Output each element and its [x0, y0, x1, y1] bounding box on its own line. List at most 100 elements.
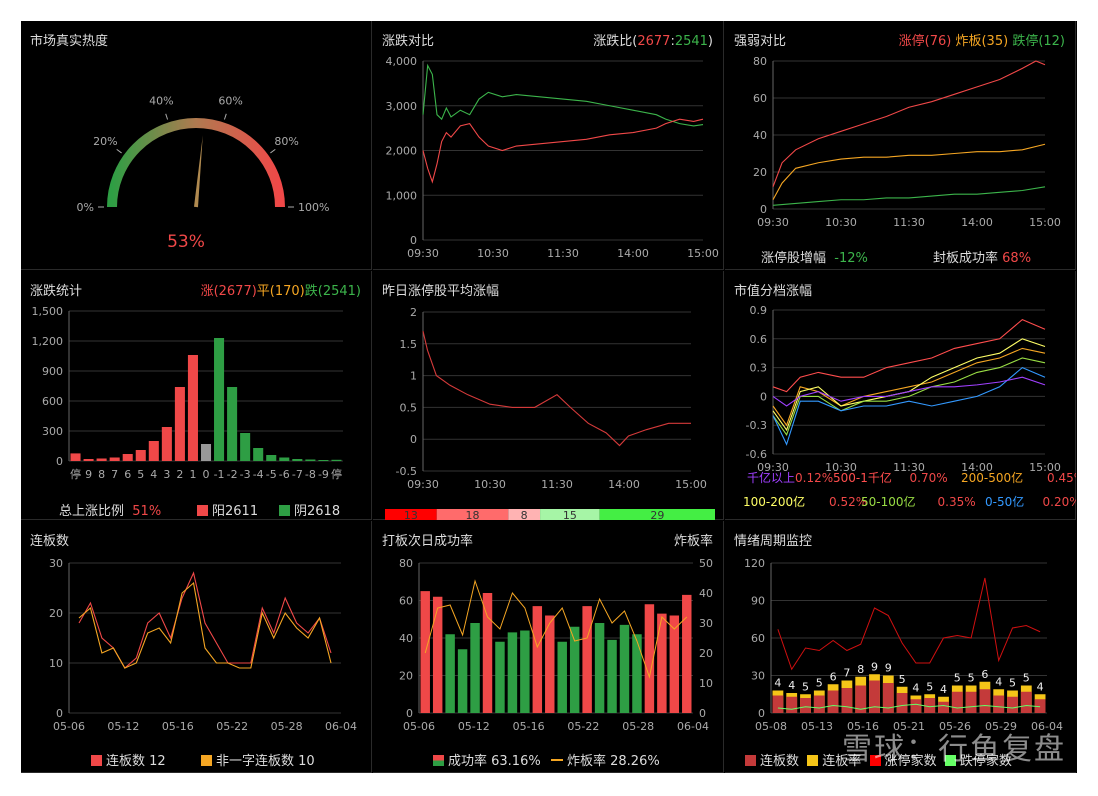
x-tick-label: 11:30 [547, 247, 579, 260]
gauge-needle [194, 135, 203, 208]
y-tick-label: 0 [56, 455, 63, 468]
cycle-line-up [777, 577, 1041, 671]
y-tick-label: 0 [56, 707, 63, 720]
updown-series-1 [422, 118, 704, 184]
updown-panel: 涨跌对比 涨跌比(2677:2541) 0 1,000 2,000 3,000 4,00… [373, 21, 724, 270]
x-tick-label: 05-29 [985, 720, 1017, 733]
stats-category: 1 [189, 468, 196, 481]
cycle-bar-label: 5 [1023, 672, 1030, 685]
cycle-bar [869, 680, 880, 713]
cycle-bar [786, 696, 798, 713]
updown-ratio: 涨跌比(2677:2541) [593, 34, 713, 49]
stats-bar [70, 453, 81, 461]
y-tick-label: 0 [410, 234, 417, 247]
x-tick-label: 10:30 [474, 478, 506, 491]
cycle-bar [841, 688, 853, 713]
strength-title: 强弱对比 [734, 34, 787, 49]
cycle-bar-label: 5 [1009, 677, 1016, 690]
board-bar [557, 641, 567, 713]
cycle-bar-label: 4 [912, 682, 919, 695]
y-tick-label: 0.3 [750, 362, 768, 375]
board-bar [445, 634, 455, 713]
stats-category: 0 [203, 468, 210, 481]
cycle-bar-label: 4 [788, 679, 795, 692]
cycle-bar-label: 4 [940, 683, 947, 696]
cap-panel: 市值分档涨幅 -0.6 -0.3 0 0.3 0.6 0.9 09:30 10:30 11:30… [725, 271, 1076, 520]
y-tick-label: 90 [751, 595, 765, 608]
board-line [424, 579, 688, 679]
board-bar [632, 634, 642, 713]
x-tick-label: 11:30 [541, 478, 573, 491]
stats-legend: 涨(2677)平(170)跌(2541) [200, 284, 361, 299]
cap-series-0 [772, 318, 1046, 393]
board-bar [507, 632, 518, 713]
x-tick-label: 09:30 [407, 478, 439, 491]
stats-bar [240, 433, 251, 461]
stats-bar [214, 338, 225, 461]
stats-category: 9 [85, 468, 92, 481]
y-tick-label: 40 [399, 632, 413, 645]
y-tick-label: 20 [399, 670, 413, 683]
y-tick-label: 2 [410, 306, 417, 319]
y-tick-label: 30 [49, 557, 63, 570]
cap-legend-label: 500-1千亿 [833, 470, 892, 485]
stats-bar [122, 454, 133, 461]
x-tick-label: 05-28 [271, 720, 303, 733]
stats-bar [109, 457, 120, 461]
y-tick-label: 600 [42, 395, 63, 408]
stats-bar [96, 458, 107, 461]
y-tick-label: 300 [42, 425, 63, 438]
cap-legend-value: 0.70% [910, 471, 948, 485]
x-tick-label: 06-04 [325, 720, 357, 733]
cycle-bar [1020, 691, 1032, 713]
x-tick-label: 05-06 [53, 720, 85, 733]
cap-legend-label: 200-500亿 [961, 470, 1023, 485]
strength-panel: 强弱对比 涨停(76) 炸板(35) 跌停(12) 0 20 40 60 80 09:30… [725, 21, 1076, 270]
board-bar [470, 623, 480, 713]
consec-chart: 0 10 20 30 05-06 05-12 05-16 05-22 05-28 06-04 [49, 557, 357, 733]
heat-panel: 市场真实热度 0% 20% 40% 60% 80% 100% 53% [21, 21, 372, 270]
cycle-bar [827, 690, 839, 713]
dist-segment [436, 509, 509, 520]
cycle-bar-label: 5 [899, 673, 906, 686]
stats-category: -2 [227, 468, 238, 481]
x-tick-label: 06-04 [677, 720, 709, 733]
y-tick-label: 0 [760, 203, 767, 216]
strength-series-0 [772, 60, 1046, 187]
cycle-title: 情绪周期监控 [734, 534, 813, 549]
y-tick-label: -0.3 [746, 419, 767, 432]
stats-bar [161, 427, 172, 461]
gauge-tick [165, 113, 169, 120]
stats-bar [83, 459, 94, 461]
stats-bar [279, 457, 290, 461]
stats-bar [200, 444, 212, 461]
cycle-bar [993, 695, 1005, 713]
x-tick-label: 15:00 [1029, 461, 1061, 474]
x-tick-label: 14:00 [608, 478, 640, 491]
y-tick-label: 900 [42, 365, 63, 378]
stats-bar [135, 450, 146, 461]
board-bar [545, 615, 555, 713]
cycle-bar [965, 691, 977, 713]
x-tick-label: 05-21 [893, 720, 925, 733]
cycle-chart: 0 30 60 90 120 05-08 05-13 05-16 05-21 05-26 05-29… [744, 557, 1063, 733]
x-tick-label: 05-22 [567, 720, 599, 733]
y-tick-label: 0.9 [750, 304, 768, 317]
cycle-bar [882, 683, 894, 713]
dashboard: 市场真实热度 0% 20% 40% 60% 80% 100% 53% 涨跌对比 涨跌比(26… [21, 21, 1077, 773]
board-bar [657, 613, 667, 713]
stats-category: 8 [98, 468, 105, 481]
stats-category: 停 [70, 467, 81, 481]
board-bar [644, 604, 655, 713]
cap-legend-label: 50-100亿 [861, 494, 916, 509]
dist-label: 13 [404, 509, 418, 520]
cycle-bar [938, 701, 949, 713]
cap-chart: -0.6 -0.3 0 0.3 0.6 0.9 09:30 10:30 11:30 14:00 15… [743, 304, 1076, 509]
cap-legend-value: 0.52% [829, 495, 867, 509]
cycle-bar-label: 5 [926, 680, 933, 693]
x-tick-label: 05-16 [162, 720, 194, 733]
dist-segment [540, 509, 600, 520]
stats-yang: 阳2611 [197, 500, 258, 519]
cycle-bar [896, 693, 908, 713]
